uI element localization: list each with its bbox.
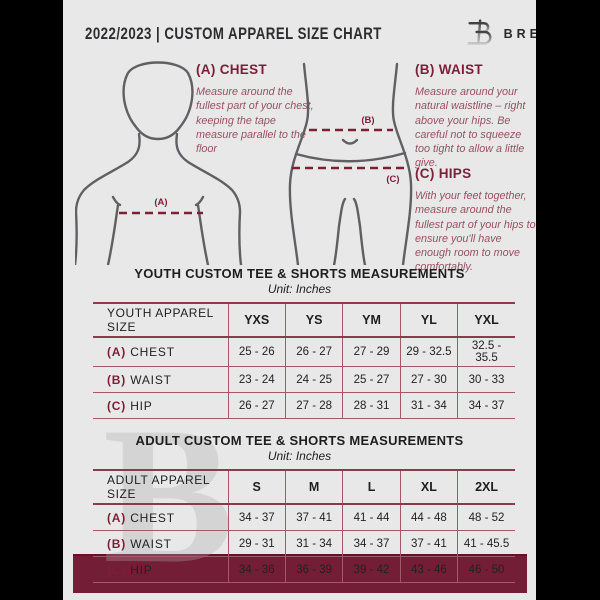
size-range-cell: 34 - 37 <box>227 504 286 531</box>
size-range-cell: 29 - 32.5 <box>399 337 458 367</box>
row-label: (B) WAIST <box>107 372 172 387</box>
row-label: (A) CHEST <box>107 345 175 359</box>
measurement-diagram: (A) (A) CHEST Measure around the fullest… <box>63 56 536 273</box>
size-range-cell: 34 - 37 <box>342 530 401 557</box>
youth-size-header-label: YOUTH APPAREL SIZE <box>107 306 214 334</box>
measurement-row: (B) WAIST 23 - 24 24 - 25 25 - 27 27 - 30 30 … <box>93 366 515 393</box>
size-range-cell: 25 - 27 <box>342 366 401 393</box>
size-range-cell: 34 - 36 <box>227 556 286 583</box>
size-tables: YOUTH CUSTOM TEE & SHORTS MEASUREMENTS U… <box>63 266 536 583</box>
row-label: (C) HIP <box>107 562 153 577</box>
lower-body-figure: (B) (C) <box>288 62 413 265</box>
adult-size-table: ADULT APPAREL SIZE S M L XL 2XL (A) CHEST 34 … <box>93 469 515 583</box>
measure-key: (B) <box>107 372 127 387</box>
hips-note-text: With your feet together, measure around … <box>415 190 536 274</box>
size-range-cell: 26 - 27 <box>227 392 286 419</box>
size-column-header: YL <box>399 303 458 337</box>
size-range-cell: 24 - 25 <box>284 366 343 393</box>
page-header: 2022/2023 | CUSTOM APPAREL SIZE CHART <box>85 18 536 50</box>
size-range-cell: 26 - 27 <box>284 337 343 367</box>
measurement-row: (A) CHEST 25 - 26 26 - 27 27 - 29 29 - 32.5 3… <box>93 337 515 367</box>
measure-key: (C) <box>107 398 127 413</box>
hips-measure-note: (C) HIPS With your feet together, measur… <box>415 166 536 275</box>
chest-line-label: (A) <box>154 197 167 208</box>
size-column-header: L <box>342 470 401 504</box>
size-range-cell: 27 - 29 <box>342 337 401 367</box>
youth-table-title: YOUTH CUSTOM TEE & SHORTS MEASUREMENTS <box>134 266 465 281</box>
waist-line-label: (B) <box>361 115 374 126</box>
size-range-cell: 44 - 48 <box>399 504 458 531</box>
size-range-cell: 34 - 37 <box>457 392 515 419</box>
size-chart-page: 2022/2023 | CUSTOM APPAREL SIZE CHART <box>63 0 536 600</box>
brand-block: BREAKAWAY <box>466 18 536 51</box>
youth-size-table-block: YOUTH CUSTOM TEE & SHORTS MEASUREMENTS U… <box>63 266 536 419</box>
chest-note-heading: (A) CHEST <box>196 62 267 77</box>
waist-measure-note: (B) WAIST Measure around your natural wa… <box>415 62 531 171</box>
size-column-header: YM <box>342 303 401 337</box>
youth-table-unit: Unit: Inches <box>267 282 332 296</box>
waist-note-heading: (B) WAIST <box>415 62 483 77</box>
size-column-header: S <box>227 470 286 504</box>
row-label: (C) HIP <box>107 398 153 413</box>
youth-size-table: YOUTH APPAREL SIZE YXS YS YM YL YXL (A) CHES… <box>93 302 515 419</box>
size-range-cell: 43 - 46 <box>399 556 458 583</box>
measurement-row: (B) WAIST 29 - 31 31 - 34 34 - 37 37 - 41 41 … <box>93 530 515 557</box>
size-column-header: YXL <box>457 303 515 337</box>
size-range-cell: 23 - 24 <box>227 366 286 393</box>
row-label: (B) WAIST <box>107 536 172 551</box>
hips-note-heading: (C) HIPS <box>415 166 472 181</box>
size-range-cell: 31 - 34 <box>399 392 458 419</box>
measurement-row: (C) HIP 34 - 36 36 - 39 39 - 42 43 - 46 46 - … <box>93 556 515 583</box>
size-range-cell: 36 - 39 <box>284 556 343 583</box>
waist-note-text: Measure around your natural waistline – … <box>415 86 526 170</box>
size-column-header: YXS <box>227 303 286 337</box>
size-range-cell: 39 - 42 <box>342 556 401 583</box>
size-range-cell: 31 - 34 <box>284 530 343 557</box>
adult-table-unit: Unit: Inches <box>267 449 332 463</box>
measurement-row: (A) CHEST 34 - 37 37 - 41 41 - 44 44 - 48 48 … <box>93 504 515 531</box>
size-range-cell: 25 - 26 <box>227 337 286 367</box>
adult-table-title: ADULT CUSTOM TEE & SHORTS MEASUREMENTS <box>135 433 464 448</box>
measurement-row: (C) HIP 26 - 27 27 - 28 28 - 31 31 - 34 34 - … <box>93 392 515 419</box>
size-column-header: M <box>284 470 343 504</box>
adult-size-table-block: ADULT CUSTOM TEE & SHORTS MEASUREMENTS U… <box>63 433 536 583</box>
size-range-cell: 41 - 45.5 <box>457 530 515 557</box>
size-range-cell: 32.5 - 35.5 <box>457 337 515 367</box>
size-range-cell: 48 - 52 <box>457 504 515 531</box>
measure-key: (C) <box>107 562 127 577</box>
size-column-header: XL <box>399 470 458 504</box>
size-range-cell: 30 - 33 <box>457 366 515 393</box>
measure-key: (A) <box>107 510 127 525</box>
breakaway-b-logo-icon <box>466 18 496 51</box>
brand-name: BREAKAWAY <box>503 27 536 41</box>
size-range-cell: 28 - 31 <box>342 392 401 419</box>
measure-key: (A) <box>107 345 127 359</box>
size-range-cell: 27 - 28 <box>284 392 343 419</box>
measure-key: (B) <box>107 536 127 551</box>
upper-body-figure: (A) <box>75 61 243 265</box>
size-range-cell: 29 - 31 <box>227 530 286 557</box>
size-range-cell: 37 - 41 <box>399 530 458 557</box>
size-range-cell: 41 - 44 <box>342 504 401 531</box>
chest-measure-note: (A) CHEST Measure around the fullest par… <box>196 62 320 156</box>
size-column-header: 2XL <box>457 470 515 504</box>
size-range-cell: 37 - 41 <box>284 504 343 531</box>
row-label: (A) CHEST <box>107 510 175 525</box>
size-range-cell: 27 - 30 <box>399 366 458 393</box>
chest-note-text: Measure around the fullest part of your … <box>196 86 314 155</box>
page-title: 2022/2023 | CUSTOM APPAREL SIZE CHART <box>85 24 382 43</box>
size-column-header: YS <box>284 303 343 337</box>
adult-size-header-label: ADULT APPAREL SIZE <box>107 473 210 501</box>
hips-line-label: (C) <box>386 174 399 185</box>
size-range-cell: 46 - 50 <box>457 556 515 583</box>
